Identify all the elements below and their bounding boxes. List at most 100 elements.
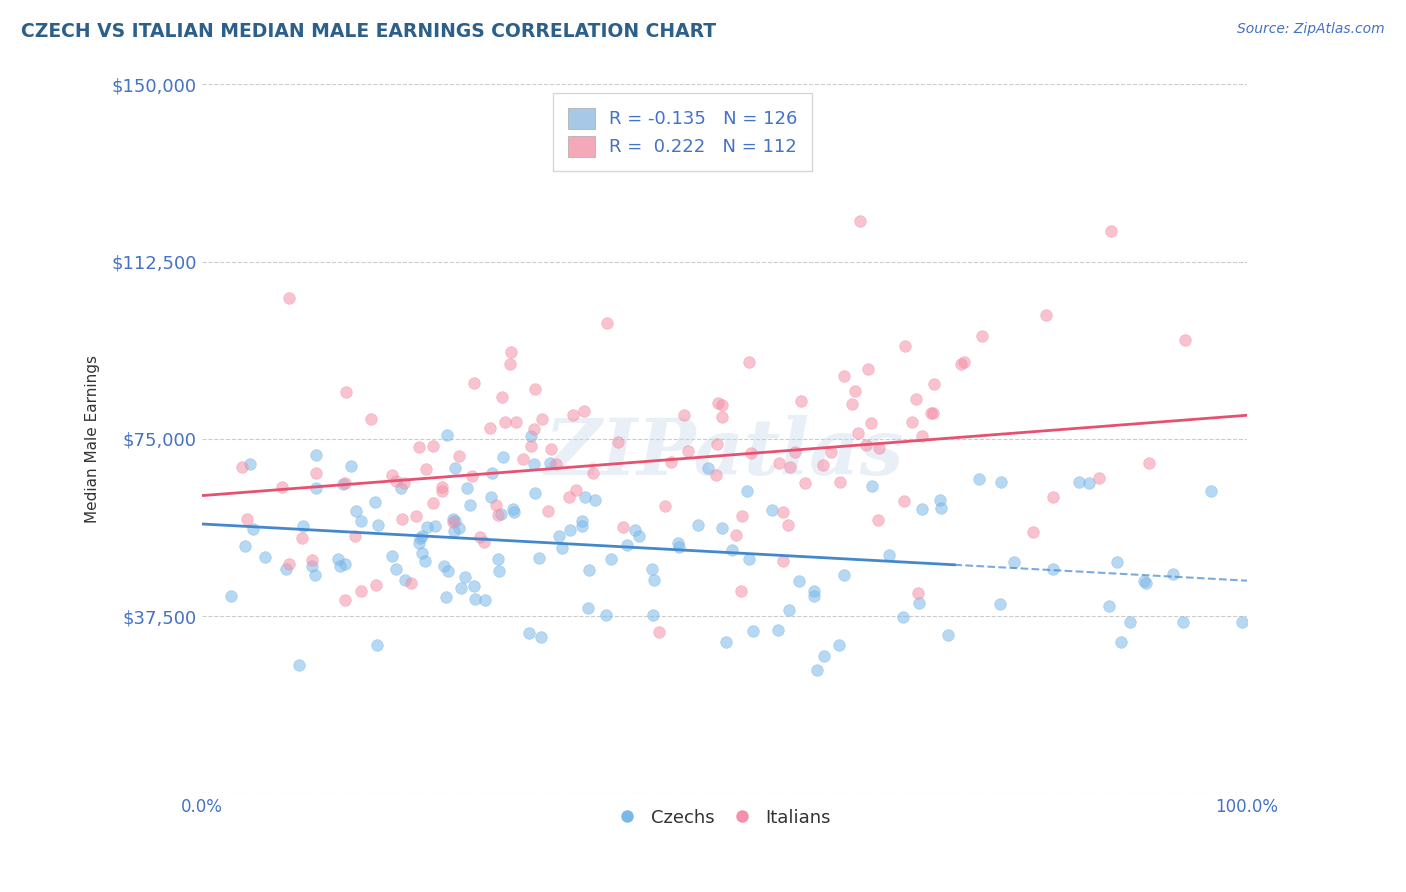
Point [335,384,357,399]
Point [820,444,842,458]
Point [673,409,696,423]
Point [381,467,404,482]
Point [520,440,543,454]
Point [576,601,599,615]
Point [463,578,485,592]
Point [301,553,323,567]
Point [731,508,754,523]
Point [505,415,527,429]
Point [481,467,503,481]
Point [668,541,690,555]
Point [276,562,298,576]
Point [813,458,835,472]
Point [422,496,444,510]
Point [1022,524,1045,539]
Point [920,406,942,420]
Point [1119,615,1142,629]
Point [785,445,807,459]
Point [523,422,546,436]
Point [326,551,349,566]
Point [415,462,437,476]
Point [936,628,959,642]
Point [688,518,710,533]
Point [834,567,856,582]
Point [891,610,914,624]
Point [499,357,522,371]
Point [437,565,460,579]
Point [415,554,437,568]
Point [714,635,737,649]
Point [447,521,470,535]
Point [848,425,870,440]
Point [277,291,299,305]
Point [595,608,617,623]
Point [235,512,257,526]
Point [855,438,877,452]
Point [953,355,976,369]
Point [696,461,718,475]
Point [484,499,506,513]
Point [333,476,356,491]
Point [711,398,734,412]
Point [643,573,665,587]
Point [641,562,664,576]
Point [972,329,994,343]
Point [1099,224,1122,238]
Point [856,362,879,376]
Point [574,490,596,504]
Point [908,596,931,610]
Point [432,559,454,574]
Point [1111,634,1133,648]
Point [627,529,650,543]
Point [612,520,634,534]
Point [1042,490,1064,504]
Point [565,483,588,497]
Point [813,648,835,663]
Point [411,546,433,560]
Point [254,549,277,564]
Point [849,214,872,228]
Point [441,516,464,530]
Point [582,466,605,480]
Point [430,484,453,499]
Point [1161,566,1184,581]
Point [550,541,572,556]
Point [408,441,430,455]
Point [844,384,866,398]
Point [910,502,932,516]
Point [894,339,917,353]
Point [350,514,373,528]
Point [364,495,387,509]
Point [432,480,454,494]
Point [572,404,595,418]
Point [1139,457,1161,471]
Point [458,498,481,512]
Point [789,394,811,409]
Point [711,410,734,425]
Point [434,590,457,604]
Point [367,517,389,532]
Point [461,469,484,483]
Point [929,501,952,516]
Point [806,664,828,678]
Point [405,509,427,524]
Point [394,574,416,588]
Point [707,396,730,410]
Text: ZIPatlas: ZIPatlas [544,415,904,491]
Point [344,504,367,518]
Point [503,505,526,519]
Point [776,518,799,533]
Point [740,446,762,460]
Point [512,452,534,467]
Point [990,475,1012,490]
Point [288,657,311,672]
Point [444,514,467,528]
Point [380,549,402,564]
Point [239,457,262,471]
Point [301,559,323,574]
Point [271,479,294,493]
Point [1105,555,1128,569]
Point [305,481,328,495]
Point [488,564,510,578]
Point [868,441,890,455]
